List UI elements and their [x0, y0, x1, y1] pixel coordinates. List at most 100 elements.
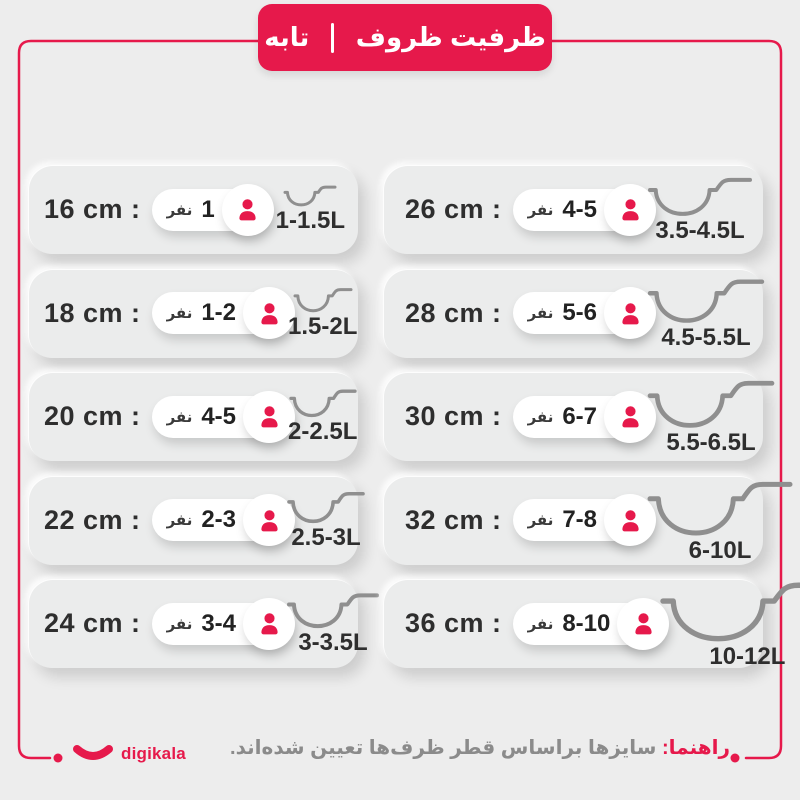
capacity-label: 10-12L	[709, 643, 786, 671]
pan-diameter-label: 30 cm :	[405, 401, 502, 431]
header-title: ظرفیت ظروف	[355, 22, 546, 52]
servings-pill: نفر 3-4	[151, 597, 296, 650]
capacity-label: 1.5-2L	[288, 312, 358, 340]
pan-icon	[287, 491, 365, 523]
pan-icon	[647, 381, 775, 428]
pan-visual: 5.5-6.5L	[647, 376, 775, 457]
servings-unit-label: نفر	[166, 512, 193, 529]
servings-unit-label: نفر	[527, 305, 554, 322]
digikala-smile-icon	[73, 744, 113, 760]
servings-pill: نفر 6-7	[512, 390, 657, 443]
digikala-wordmark: digikala	[121, 744, 186, 763]
pan-visual: 10-12L	[660, 576, 800, 671]
person-badge	[221, 183, 274, 236]
footer-note-text: سایزها براساس قطر ظرف‌ها تعیین شده‌اند.	[230, 737, 657, 759]
servings-unit-label: نفر	[166, 615, 193, 633]
pan-icon	[648, 178, 753, 216]
person-icon	[621, 302, 639, 324]
pan-size-card: 24 cm : نفر 3-4 3-3.5L	[28, 579, 380, 668]
pan-visual: 3.5-4.5L	[648, 174, 753, 245]
servings-count: 7-8	[562, 506, 598, 533]
capacity-label: 3.5-4.5L	[655, 217, 745, 245]
pan-diameter-label: 22 cm :	[44, 504, 141, 535]
size-column-left: 16 cm : نفر 1 1-1.5L 18 cm : نفر 1-2	[28, 165, 380, 668]
servings-pill: نفر 2-3	[151, 494, 296, 546]
pan-visual: 1.5-2L	[288, 286, 357, 341]
servings-pill: نفر 1	[151, 183, 274, 236]
pan-visual: 3-3.5L	[287, 590, 380, 657]
servings-pill: نفر 8-10	[512, 597, 670, 650]
pan-diameter-label: 18 cm :	[44, 297, 141, 328]
capacity-label: 3-3.5L	[298, 629, 368, 657]
servings-unit-label: نفر	[527, 615, 554, 633]
pan-icon	[647, 279, 765, 323]
pan-icon	[647, 481, 793, 536]
person-icon	[260, 613, 278, 635]
pan-diameter-label: 28 cm :	[405, 297, 502, 328]
pan-icon	[289, 389, 357, 418]
pan-visual: 2.5-3L	[287, 489, 365, 552]
servings-unit-label: نفر	[166, 201, 193, 219]
pan-size-card: 18 cm : نفر 1-2 1.5-2L	[28, 268, 358, 358]
pan-size-card: 32 cm : نفر 7-8 6-10L	[383, 475, 793, 565]
pan-diameter-label: 36 cm :	[405, 608, 502, 638]
frame-end-dot	[730, 753, 740, 763]
person-icon	[635, 613, 652, 635]
pan-size-card: 16 cm : نفر 1 1-1.5L	[28, 165, 358, 254]
pan-size-card: 22 cm : نفر 2-3 2.5-3L	[28, 475, 365, 565]
pan-visual: 1-1.5L	[276, 184, 345, 235]
servings-pill: نفر 7-8	[512, 494, 657, 546]
servings-pill: نفر 1-2	[151, 287, 296, 339]
person-icon	[260, 302, 278, 324]
servings-count: 5-6	[562, 299, 598, 326]
pan-size-card: 26 cm : نفر 4-5 3.5-4.5L	[383, 165, 763, 254]
pan-size-card: 36 cm : نفر 8-10 10-12L	[383, 579, 800, 670]
capacity-label: 2-2.5L	[288, 418, 358, 446]
pan-visual: 2-2.5L	[288, 387, 357, 446]
pan-diameter-label: 16 cm :	[44, 194, 141, 224]
pan-size-card: 30 cm : نفر 6-7 5.5-6.5L	[383, 372, 775, 461]
pan-size-card: 28 cm : نفر 5-6 4.5-5.5L	[383, 268, 765, 358]
pan-icon	[660, 582, 800, 642]
servings-count: 8-10	[562, 609, 611, 637]
servings-count: 1-2	[201, 299, 237, 326]
header-badge: ظرفیت ظروف تابه	[258, 4, 552, 71]
frame-end-dot	[53, 753, 63, 763]
servings-count: 3-4	[201, 609, 237, 637]
pan-icon	[287, 593, 380, 629]
pan-visual: 6-10L	[647, 476, 793, 565]
servings-count: 4-5	[201, 402, 237, 430]
pan-diameter-label: 20 cm :	[44, 401, 141, 431]
footer-note: راهنما: سایزها براساس قطر ظرف‌ها تعیین ش…	[230, 735, 730, 760]
pan-diameter-label: 26 cm :	[405, 194, 502, 224]
footer-note-label: راهنما:	[662, 737, 730, 759]
person-icon	[621, 509, 639, 531]
capacity-label: 5.5-6.5L	[666, 429, 756, 457]
person-icon	[260, 509, 278, 531]
pan-size-card: 20 cm : نفر 4-5 2-2.5L	[28, 372, 358, 461]
servings-count: 6-7	[562, 402, 598, 430]
size-column-right: 26 cm : نفر 4-5 3.5-4.5L 28 cm : نفر 5-6	[383, 165, 800, 670]
person-icon	[621, 199, 639, 221]
pan-icon	[293, 287, 353, 312]
servings-pill: نفر 4-5	[151, 390, 296, 443]
servings-count: 1	[201, 195, 215, 223]
header-divider	[331, 22, 334, 53]
servings-unit-label: نفر	[527, 512, 554, 529]
capacity-label: 2.5-3L	[291, 523, 361, 551]
capacity-label: 1-1.5L	[275, 207, 345, 235]
capacity-label: 4.5-5.5L	[661, 323, 751, 351]
person-icon	[621, 406, 639, 428]
servings-unit-label: نفر	[166, 408, 193, 426]
servings-unit-label: نفر	[527, 201, 554, 219]
pan-icon	[283, 185, 337, 207]
pan-visual: 4.5-5.5L	[647, 275, 765, 352]
header-subtitle: تابه	[264, 22, 310, 52]
servings-pill: نفر 5-6	[512, 287, 657, 339]
pan-diameter-label: 24 cm :	[44, 608, 141, 638]
servings-unit-label: نفر	[166, 305, 193, 322]
capacity-label: 6-10L	[688, 536, 752, 564]
person-icon	[260, 406, 278, 428]
person-icon	[239, 199, 256, 221]
